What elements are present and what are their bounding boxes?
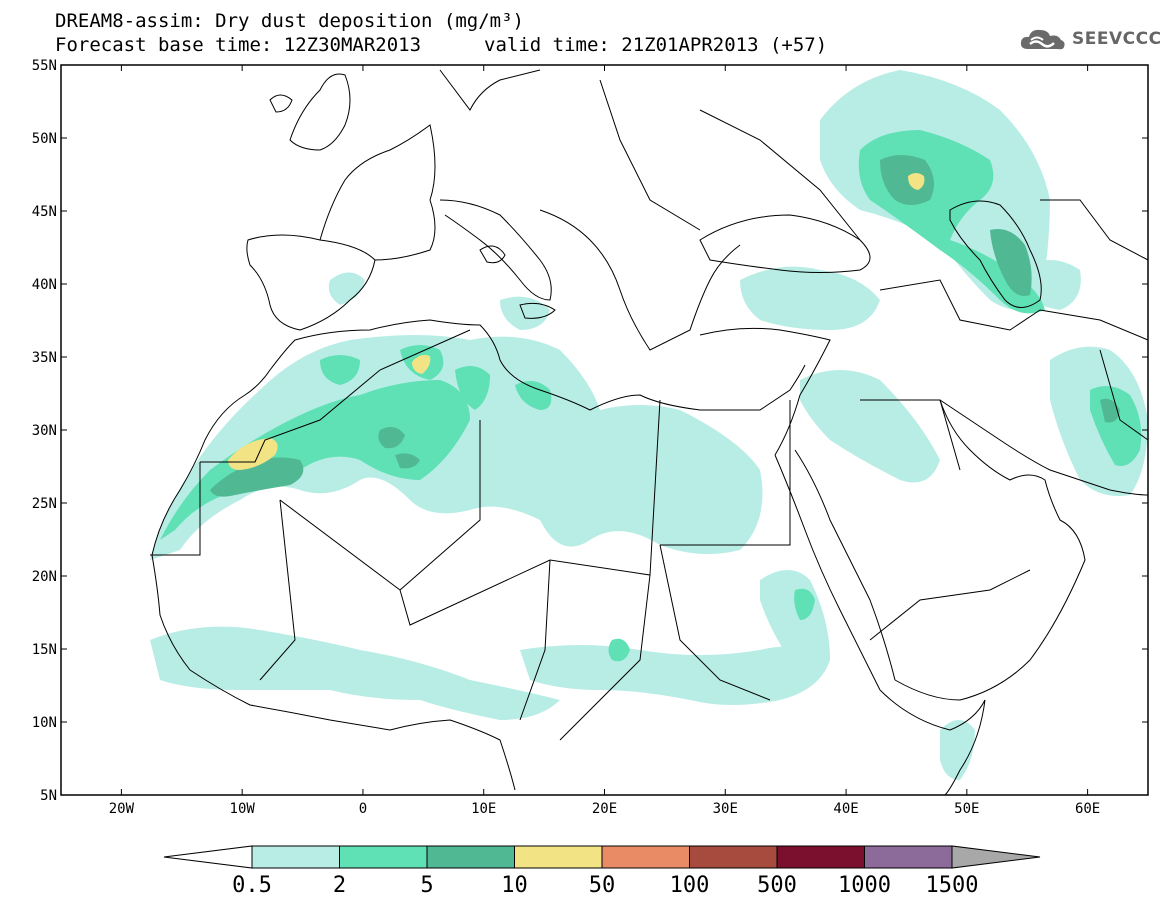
colorbar-label: 5 [420, 873, 433, 898]
colorbar-swatch [339, 845, 428, 869]
lat-tick-label: 55N [32, 58, 57, 74]
lat-tick-label: 25N [32, 496, 57, 512]
lon-tick-label: 40E [833, 801, 858, 817]
colorbar-label: 500 [757, 873, 797, 898]
dust-deposition-shading [150, 70, 1148, 780]
colorbar-label: 1500 [926, 873, 979, 898]
valid-time: valid time: 21Z01APR2013 (+57) [484, 34, 828, 56]
coastlines-and-borders [150, 69, 1149, 796]
lon-tick-label: 50E [954, 801, 979, 817]
lat-tick-label: 45N [32, 204, 57, 220]
colorbar-swatch [689, 845, 778, 869]
map-title: DREAM8-assim: Dry dust deposition (mg/m³… [55, 10, 524, 32]
cloud-icon [1020, 29, 1065, 50]
lon-tick-label: 30E [713, 801, 738, 817]
latitude-axis: 5N 10N 15N 20N 25N 30N 35N 40N 45N 50N 55N [32, 58, 1148, 804]
colorbar-over-arrow [951, 845, 1041, 869]
colorbar-label: 0.5 [232, 873, 272, 898]
lon-tick-label: 10W [230, 801, 256, 817]
lon-tick-label: 20W [109, 801, 135, 817]
colorbar-label: 50 [589, 873, 616, 898]
forecast-base-time: Forecast base time: 12Z30MAR2013 [55, 34, 422, 56]
longitude-axis: 20W 10W 0 10E 20E 30E 40E 50E 60E [109, 65, 1100, 817]
colorbar-label: 10 [501, 873, 528, 898]
lat-tick-label: 30N [32, 423, 57, 439]
lat-tick-label: 5N [40, 788, 57, 804]
colorbar: 0.5 2 5 10 50 100 500 1000 1500 [163, 845, 1041, 898]
lat-tick-label: 40N [32, 277, 57, 293]
logo-text: SEEVCCC [1072, 29, 1162, 49]
lon-tick-label: 60E [1075, 801, 1100, 817]
colorbar-under-arrow [163, 845, 253, 869]
colorbar-swatch [601, 845, 690, 869]
colorbar-label: 2 [333, 873, 346, 898]
lon-tick-label: 20E [592, 801, 617, 817]
lon-tick-label: 0 [359, 801, 367, 817]
colorbar-swatch [864, 845, 953, 869]
lon-tick-label: 10E [471, 801, 496, 817]
colorbar-swatch [426, 845, 515, 869]
colorbar-swatch [776, 845, 865, 869]
colorbar-swatch [514, 845, 603, 869]
lat-tick-label: 15N [32, 642, 57, 658]
lat-tick-label: 35N [32, 350, 57, 366]
colorbar-label: 1000 [838, 873, 891, 898]
lat-tick-label: 10N [32, 715, 57, 731]
colorbar-label: 100 [670, 873, 710, 898]
lat-tick-label: 50N [32, 131, 57, 147]
lat-tick-label: 20N [32, 569, 57, 585]
seevccc-logo: SEEVCCC [1018, 24, 1162, 54]
colorbar-swatch [251, 845, 340, 869]
